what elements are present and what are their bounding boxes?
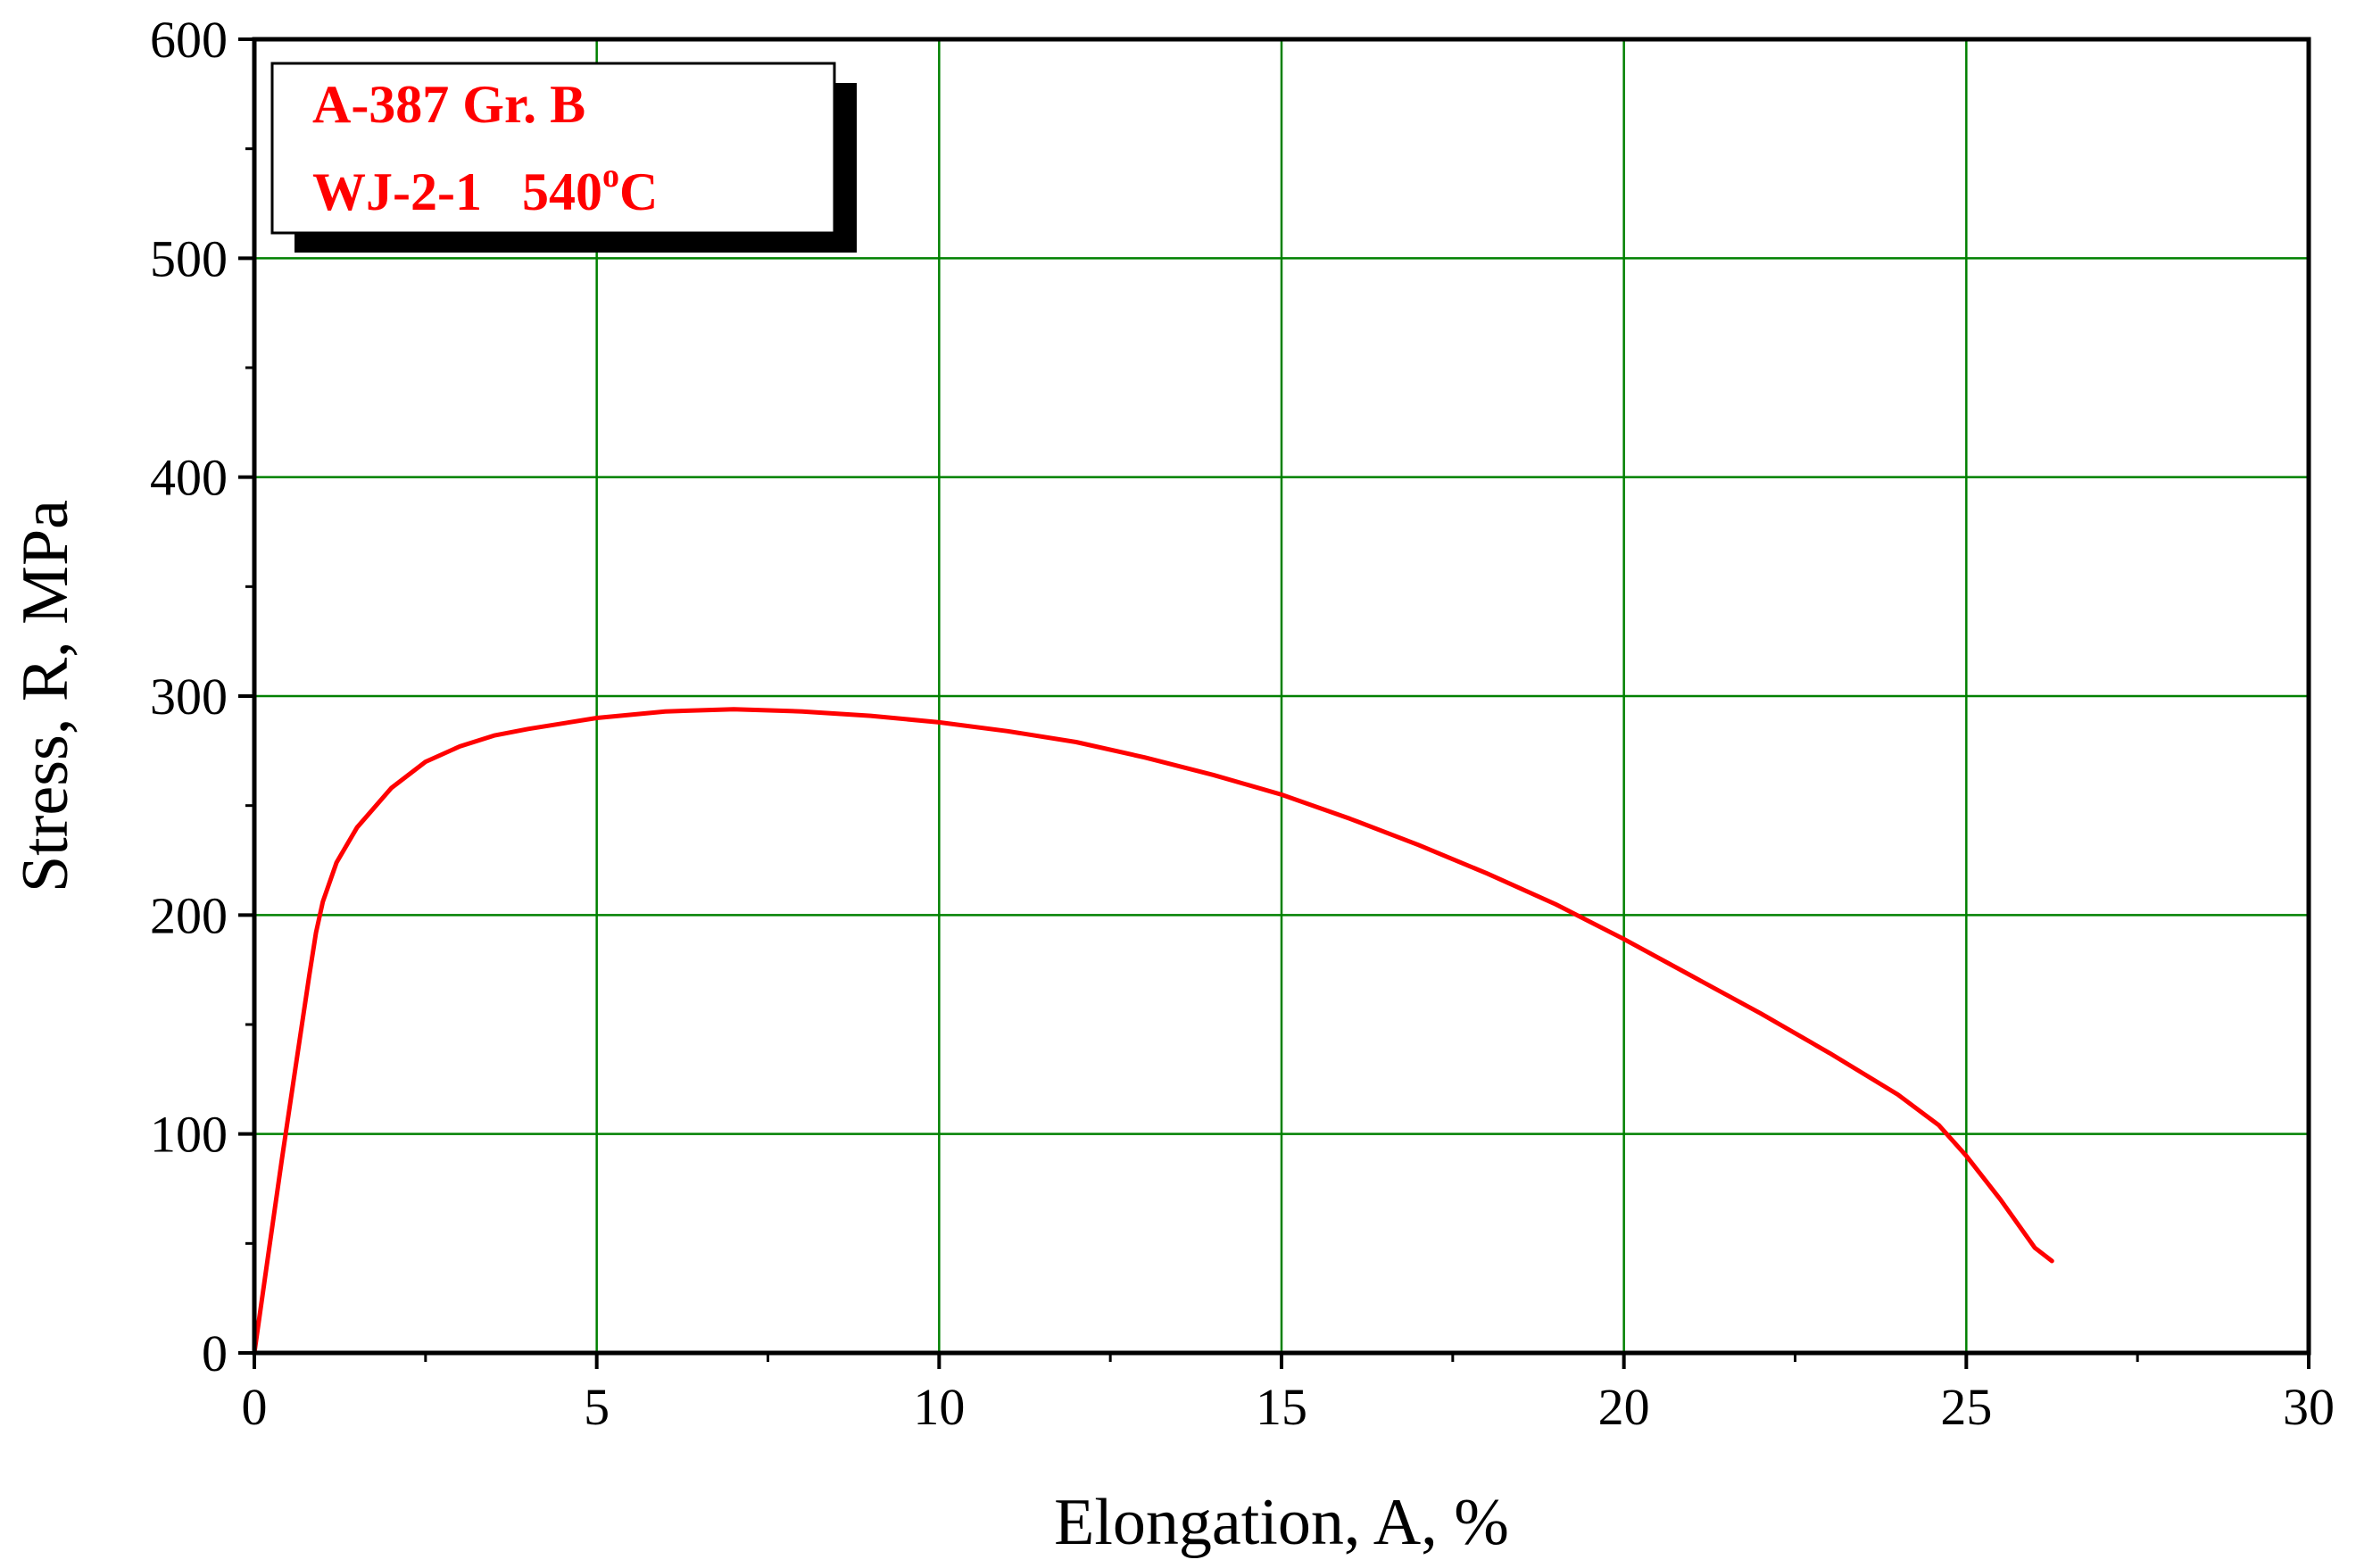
legend-line-2: WJ-2-1 540oC [312, 157, 658, 221]
x-tick-label: 25 [1940, 1378, 1992, 1436]
x-tick-label: 5 [584, 1378, 610, 1436]
legend-line-2-end: C [619, 162, 658, 221]
grid-lines [254, 39, 2309, 1353]
y-tick-label: 300 [150, 668, 228, 726]
y-tick-label: 600 [150, 11, 228, 69]
x-tick-label: 10 [913, 1378, 965, 1436]
legend-line-2-sup: o [602, 157, 619, 195]
x-tick-label: 30 [2283, 1378, 2335, 1436]
y-tick-label: 500 [150, 229, 228, 287]
x-tick-label: 20 [1598, 1378, 1650, 1436]
legend-line-2-main: WJ-2-1 540 [312, 162, 602, 221]
tick-marks [238, 37, 2310, 1369]
y-tick-label: 200 [150, 886, 228, 944]
legend-box: A-387 Gr. B WJ-2-1 540oC [270, 62, 857, 253]
y-tick-label: 100 [150, 1106, 228, 1164]
x-tick-label: 15 [1256, 1378, 1307, 1436]
y-tick-label: 0 [202, 1324, 228, 1382]
x-tick-label: 0 [242, 1378, 268, 1436]
x-axis-title: Elongation, A, % [1054, 1486, 1509, 1559]
legend-line-1: A-387 Gr. B [312, 75, 585, 134]
y-axis-title: Stress, R, MPa [9, 500, 82, 892]
series-group [252, 707, 2054, 1356]
y-tick-label: 400 [150, 449, 228, 507]
series-line [252, 707, 2054, 1356]
legend-frame [270, 62, 836, 235]
